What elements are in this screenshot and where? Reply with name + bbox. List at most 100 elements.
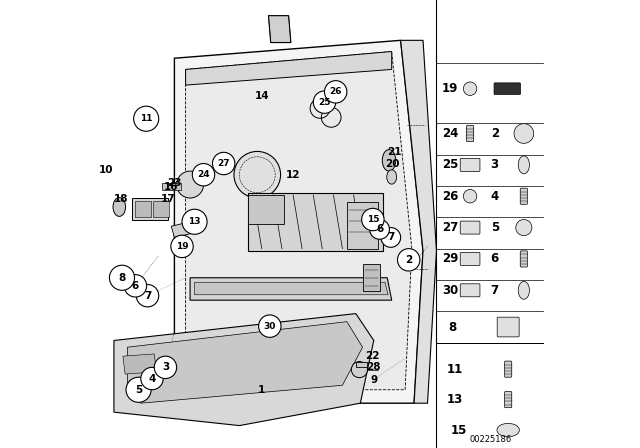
Text: 1: 1	[258, 385, 266, 395]
FancyBboxPatch shape	[494, 83, 520, 95]
Text: 5: 5	[491, 221, 499, 234]
Circle shape	[324, 81, 347, 103]
Text: 3: 3	[162, 362, 169, 372]
Text: 23: 23	[167, 178, 182, 188]
Text: 3: 3	[491, 158, 499, 172]
Text: 24: 24	[197, 170, 210, 179]
FancyBboxPatch shape	[504, 361, 512, 377]
Polygon shape	[356, 362, 367, 367]
Circle shape	[463, 190, 477, 203]
Text: 13: 13	[446, 393, 463, 406]
Circle shape	[397, 249, 420, 271]
Polygon shape	[114, 314, 374, 426]
Text: 19: 19	[442, 82, 458, 95]
Polygon shape	[174, 40, 423, 403]
Text: 30: 30	[264, 322, 276, 331]
Ellipse shape	[382, 150, 396, 171]
FancyBboxPatch shape	[460, 158, 480, 171]
FancyBboxPatch shape	[467, 125, 474, 142]
Text: 6: 6	[376, 224, 383, 234]
Text: 30: 30	[442, 284, 458, 297]
Text: 19: 19	[176, 242, 188, 251]
Circle shape	[126, 377, 151, 402]
Circle shape	[154, 356, 177, 379]
Circle shape	[192, 164, 215, 186]
Text: 21: 21	[387, 147, 401, 157]
Text: 29: 29	[442, 252, 458, 266]
Circle shape	[177, 171, 204, 198]
Polygon shape	[248, 193, 383, 251]
Circle shape	[259, 315, 281, 337]
FancyBboxPatch shape	[504, 392, 512, 408]
Circle shape	[516, 220, 532, 236]
Text: 15: 15	[367, 215, 379, 224]
Text: 4: 4	[148, 374, 156, 383]
Polygon shape	[362, 264, 380, 291]
Text: 6: 6	[132, 281, 139, 291]
Circle shape	[212, 152, 235, 175]
Polygon shape	[132, 198, 168, 220]
Polygon shape	[401, 40, 436, 403]
Circle shape	[124, 275, 147, 297]
Text: 8: 8	[118, 273, 125, 283]
Text: 8: 8	[448, 320, 456, 334]
Text: 27: 27	[442, 221, 458, 234]
Text: 18: 18	[113, 194, 128, 204]
Polygon shape	[154, 201, 168, 217]
FancyBboxPatch shape	[520, 251, 527, 267]
Text: 14: 14	[255, 91, 269, 101]
Ellipse shape	[387, 170, 397, 184]
Text: 24: 24	[442, 127, 458, 140]
Polygon shape	[248, 195, 284, 224]
Circle shape	[171, 235, 193, 258]
Text: 17: 17	[161, 194, 176, 204]
Text: 7: 7	[491, 284, 499, 297]
Polygon shape	[186, 52, 412, 390]
Circle shape	[141, 367, 163, 390]
Text: 9: 9	[370, 375, 378, 385]
Ellipse shape	[113, 198, 125, 216]
Text: 11: 11	[140, 114, 152, 123]
Polygon shape	[127, 322, 362, 403]
Text: 22: 22	[365, 351, 380, 361]
Circle shape	[381, 228, 401, 247]
Circle shape	[234, 151, 280, 198]
Polygon shape	[136, 201, 150, 217]
Text: 25: 25	[318, 98, 331, 107]
Circle shape	[134, 106, 159, 131]
Circle shape	[370, 220, 389, 239]
Text: 26: 26	[442, 190, 458, 203]
Polygon shape	[186, 52, 392, 85]
Polygon shape	[163, 183, 181, 190]
Circle shape	[109, 265, 134, 290]
Ellipse shape	[497, 423, 520, 437]
Text: 27: 27	[218, 159, 230, 168]
Text: 25: 25	[442, 158, 458, 172]
Polygon shape	[123, 354, 156, 374]
Text: 2: 2	[491, 127, 499, 140]
Text: 5: 5	[135, 385, 142, 395]
Circle shape	[136, 284, 159, 307]
FancyBboxPatch shape	[460, 221, 480, 234]
Circle shape	[463, 82, 477, 95]
Text: 7: 7	[387, 233, 394, 242]
Text: 26: 26	[330, 87, 342, 96]
Polygon shape	[172, 222, 194, 237]
FancyBboxPatch shape	[460, 253, 480, 265]
Text: 28: 28	[367, 362, 381, 372]
Text: 2: 2	[405, 255, 412, 265]
Polygon shape	[195, 282, 388, 295]
Text: 20: 20	[385, 159, 400, 168]
Text: 7: 7	[144, 291, 151, 301]
Text: 15: 15	[451, 423, 467, 437]
Circle shape	[182, 209, 207, 234]
FancyBboxPatch shape	[460, 284, 480, 297]
FancyBboxPatch shape	[497, 317, 519, 337]
Ellipse shape	[518, 156, 529, 174]
Circle shape	[362, 208, 384, 231]
Text: 4: 4	[491, 190, 499, 203]
Text: 13: 13	[188, 217, 201, 226]
Text: 11: 11	[446, 362, 463, 376]
Ellipse shape	[518, 281, 529, 299]
Text: 00225186: 00225186	[469, 435, 511, 444]
